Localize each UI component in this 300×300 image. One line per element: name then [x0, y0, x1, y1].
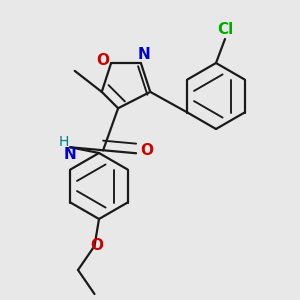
Text: Cl: Cl — [217, 22, 233, 38]
Text: N: N — [138, 47, 150, 62]
Text: O: O — [96, 53, 109, 68]
Text: O: O — [140, 143, 153, 158]
Text: H: H — [58, 135, 69, 149]
Text: N: N — [64, 147, 76, 162]
Text: O: O — [90, 238, 104, 253]
